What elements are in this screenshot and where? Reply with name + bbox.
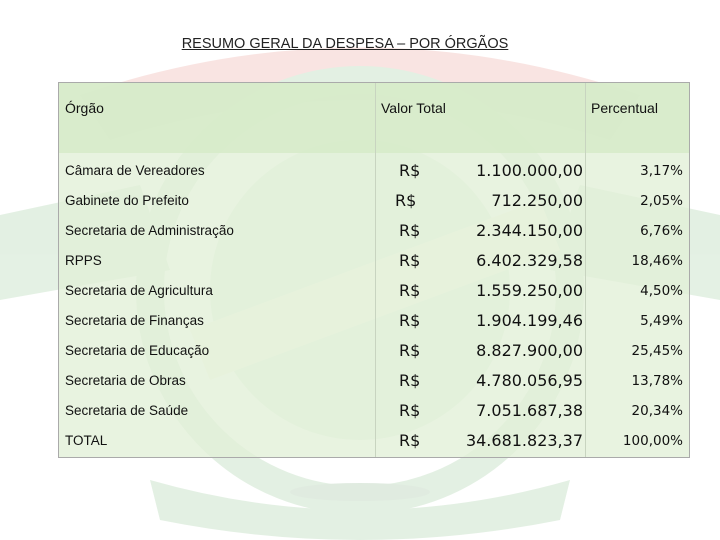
row-percent: 6,76%	[640, 223, 683, 239]
row-org: Secretaria de Educação	[65, 343, 210, 358]
table-header: Órgão Valor Total Percentual	[59, 83, 689, 153]
column-divider	[375, 83, 376, 457]
column-header-org: Órgão	[65, 100, 104, 116]
page-title: RESUMO GERAL DA DESPESA – POR ÓRGÃOS	[181, 36, 509, 52]
row-percent: 100,00%	[622, 433, 683, 449]
row-org: TOTAL	[65, 433, 108, 448]
row-currency: R$	[399, 431, 421, 450]
row-org: Secretaria de Finanças	[65, 313, 204, 328]
row-percent: 18,46%	[631, 253, 683, 269]
row-currency: R$	[399, 401, 421, 420]
row-org: RPPS	[65, 253, 102, 268]
table-row: Secretaria de Educação R$ 8.827.900,00 2…	[59, 336, 689, 366]
row-org: Gabinete do Prefeito	[65, 193, 189, 208]
column-header-value: Valor Total	[381, 100, 446, 116]
table-row: Câmara de Vereadores R$ 1.100.000,00 3,1…	[59, 156, 689, 186]
column-header-percent: Percentual	[591, 100, 658, 116]
row-value: 8.827.900,00	[476, 341, 583, 360]
row-value: 2.344.150,00	[476, 221, 583, 240]
row-currency: R$	[395, 191, 417, 210]
row-org: Secretaria de Administração	[65, 223, 234, 238]
table-row: RPPS R$ 6.402.329,58 18,46%	[59, 246, 689, 276]
row-currency: R$	[399, 161, 421, 180]
row-currency: R$	[399, 281, 421, 300]
row-value: 1.100.000,00	[476, 161, 583, 180]
expense-table: Órgão Valor Total Percentual Câmara de V…	[58, 82, 690, 458]
column-divider	[585, 83, 586, 457]
row-currency: R$	[399, 341, 421, 360]
row-value: 6.402.329,58	[476, 251, 583, 270]
row-currency: R$	[399, 371, 421, 390]
row-value: 34.681.823,37	[465, 431, 583, 450]
row-value: 712.250,00	[491, 191, 583, 210]
row-percent: 20,34%	[631, 403, 683, 419]
row-org: Secretaria de Agricultura	[65, 283, 213, 298]
row-percent: 13,78%	[631, 373, 683, 389]
table-row: Secretaria de Obras R$ 4.780.056,95 13,7…	[59, 366, 689, 396]
row-currency: R$	[399, 251, 421, 270]
row-percent: 25,45%	[631, 343, 683, 359]
table-row: Secretaria de Agricultura R$ 1.559.250,0…	[59, 276, 689, 306]
table-row: Secretaria de Saúde R$ 7.051.687,38 20,3…	[59, 396, 689, 426]
row-currency: R$	[399, 311, 421, 330]
table-row: Secretaria de Administração R$ 2.344.150…	[59, 216, 689, 246]
row-percent: 4,50%	[640, 283, 683, 299]
row-org: Câmara de Vereadores	[65, 163, 205, 178]
table-row: Gabinete do Prefeito R$ 712.250,00 2,05%	[59, 186, 689, 216]
row-org: Secretaria de Obras	[65, 373, 186, 388]
row-percent: 5,49%	[640, 313, 683, 329]
row-value: 7.051.687,38	[476, 401, 583, 420]
row-currency: R$	[399, 221, 421, 240]
row-value: 1.904.199,46	[476, 311, 583, 330]
row-value: 4.780.056,95	[476, 371, 583, 390]
table-row: Secretaria de Finanças R$ 1.904.199,46 5…	[59, 306, 689, 336]
row-percent: 3,17%	[640, 163, 683, 179]
table-row-total: TOTAL R$ 34.681.823,37 100,00%	[59, 426, 689, 456]
row-org: Secretaria de Saúde	[65, 403, 189, 418]
row-percent: 2,05%	[640, 193, 683, 209]
row-value: 1.559.250,00	[476, 281, 583, 300]
